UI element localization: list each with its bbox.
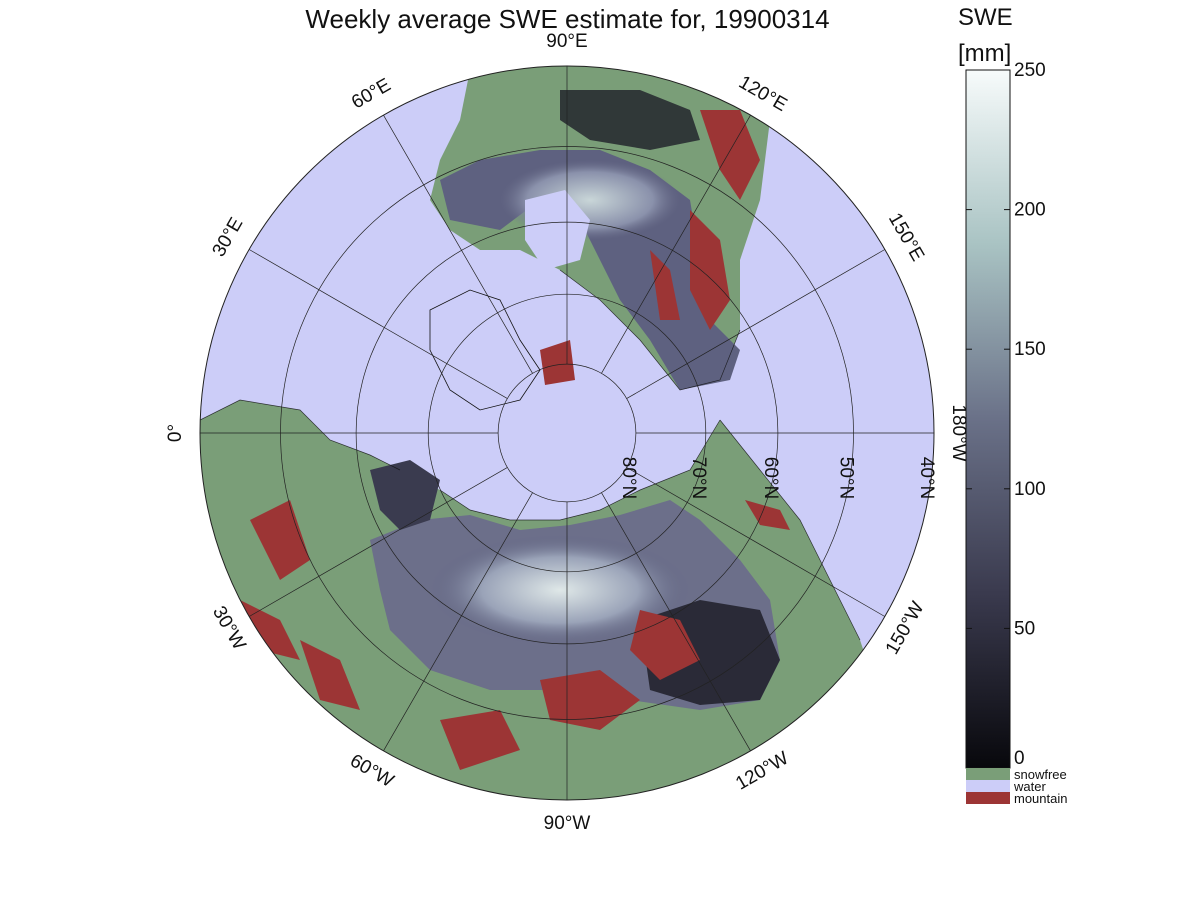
- colorbar-tick-label: 200: [1014, 200, 1046, 221]
- category-swatch-snowfree: [966, 768, 1010, 780]
- meridian-line: [601, 492, 751, 751]
- meridian-line: [626, 249, 885, 399]
- map-title: Weekly average SWE estimate for, 1990031…: [305, 4, 830, 34]
- category-label-snowfree: snowfree: [1014, 767, 1067, 782]
- colorbar-label-swe: SWE: [958, 4, 1013, 31]
- colorbar-tick-label: 100: [1014, 479, 1046, 500]
- parallel-label: 40°N: [916, 457, 937, 499]
- meridian-label: 150°E: [884, 209, 928, 265]
- parallel-label: 50°N: [835, 457, 856, 499]
- meridian-line: [249, 249, 508, 399]
- colorbar-tick-label: 150: [1014, 339, 1046, 360]
- coastlines: [200, 269, 861, 641]
- parallel-label: 60°N: [760, 457, 781, 499]
- scandinavia-snow: [370, 460, 440, 530]
- meridian-line: [383, 492, 533, 751]
- parallel-label: 80°N: [618, 457, 639, 499]
- hudson-bay: [525, 190, 590, 270]
- meridian-line: [383, 115, 533, 374]
- meridian-label: 90°W: [544, 813, 591, 834]
- map-boundary: [199, 65, 935, 801]
- graticule: [200, 66, 934, 800]
- category-label-water: water: [1013, 779, 1046, 794]
- colorbar-tick-label: 50: [1014, 618, 1035, 639]
- meridian-line: [249, 467, 508, 617]
- colorbar-gradient: [965, 69, 1011, 769]
- parallel-label: 70°N: [688, 457, 709, 499]
- meridian-label: 120°E: [735, 72, 791, 116]
- alaska-dark-snow: [560, 90, 700, 150]
- siberia-deep-snow: [430, 535, 690, 645]
- meridian-label: 30°W: [208, 603, 250, 654]
- greenland-outline: [429, 289, 541, 411]
- colorbar-tick-label: 0: [1014, 748, 1025, 769]
- meridian-label: 30°E: [209, 214, 248, 260]
- category-label-mountain: mountain: [1014, 791, 1067, 806]
- meridian-label: 60°W: [346, 750, 397, 792]
- meridian-label: 60°E: [348, 75, 394, 114]
- meridian-line: [626, 467, 885, 617]
- category-swatch-mountain: [966, 792, 1010, 804]
- mountain-areas: [240, 110, 790, 770]
- parallel-labels: 80°N 70°N 60°N 50°N 40°N: [618, 457, 937, 499]
- meridian-label: 0°: [165, 424, 186, 442]
- meridian-line: [601, 115, 751, 374]
- colorbar-tick-label: 250: [1014, 60, 1046, 81]
- meridian-label: 90°E: [546, 31, 587, 52]
- meridian-label: 180°W: [948, 404, 969, 461]
- colorbar-label-unit: [mm]: [958, 40, 1012, 67]
- category-swatch-water: [966, 780, 1010, 792]
